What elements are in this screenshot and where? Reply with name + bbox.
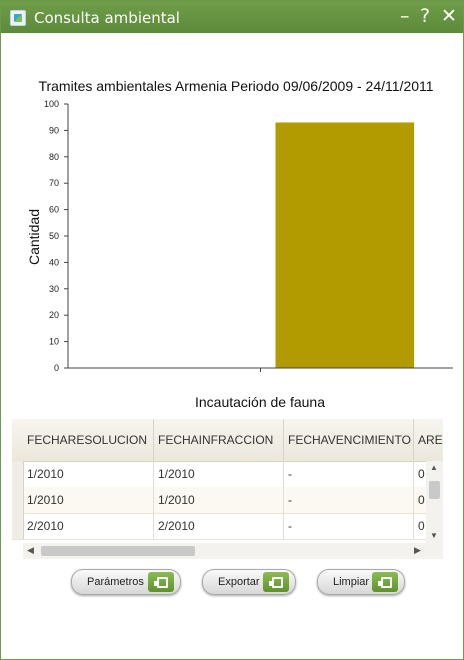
y-tick-label: 60 (49, 205, 59, 215)
column-header-fecharesolucion[interactable]: FECHARESOLUCION (23, 419, 154, 461)
table-row[interactable]: 2/2010 2/2010 - 0 (12, 513, 443, 540)
scroll-up-arrow-icon[interactable]: ▲ (430, 463, 438, 472)
app-icon (10, 10, 26, 26)
y-tick-label: 40 (49, 257, 59, 267)
cell-fechainfraccion: 1/2010 (154, 461, 284, 487)
column-header-fechainfraccion[interactable]: FECHAINFRACCION (154, 419, 284, 461)
vertical-scrollbar[interactable]: ▲ ▼ (426, 461, 443, 543)
y-tick-label: 50 (49, 231, 59, 241)
window-title: Consulta ambiental (34, 9, 180, 27)
cell-are: 0 (418, 519, 425, 533)
popout-icon (263, 572, 289, 592)
y-tick-label: 30 (49, 284, 59, 294)
scroll-down-arrow-icon[interactable]: ▼ (430, 531, 438, 540)
vertical-scroll-thumb[interactable] (429, 481, 440, 499)
y-axis-ticks: 0 10 20 30 40 50 60 70 80 90 100 (44, 99, 68, 373)
popout-icon (372, 572, 398, 592)
row-selector[interactable] (12, 461, 24, 487)
bar-series (275, 122, 415, 368)
row-selector[interactable] (12, 513, 24, 539)
y-tick-label: 20 (49, 310, 59, 320)
x-axis-categories: Incautación de fauna (195, 368, 325, 410)
table-row[interactable]: 1/2010 1/2010 - 0 (12, 487, 443, 514)
exportar-button[interactable]: Exportar (202, 569, 296, 595)
y-tick-label: 0 (54, 363, 59, 373)
y-tick-label: 10 (49, 337, 59, 347)
cell-fechavencimiento: - (284, 487, 414, 513)
parametros-button-label: Parámetros (87, 576, 144, 588)
x-category-label: Incautación de fauna (195, 394, 325, 410)
close-button[interactable]: ✕ (441, 5, 457, 27)
limpiar-button-label: Limpiar (333, 576, 370, 588)
cell-fechainfraccion: 1/2010 (154, 487, 284, 513)
y-tick-label: 90 (49, 125, 59, 135)
cell-fechavencimiento: - (284, 461, 414, 487)
table-row[interactable]: 1/2010 1/2010 - 0 (12, 461, 443, 488)
help-button[interactable]: ? (420, 5, 431, 27)
scroll-left-arrow-icon[interactable]: ◀ (27, 545, 34, 555)
row-selector[interactable] (12, 487, 24, 513)
results-grid: FECHARESOLUCION FECHAINFRACCION FECHAVEN… (12, 419, 443, 559)
y-tick-label: 100 (44, 99, 59, 109)
parametros-button[interactable]: Parámetros (71, 569, 181, 595)
column-header-fechavencimiento[interactable]: FECHAVENCIMIENTO (284, 419, 414, 461)
cell-fechavencimiento: - (284, 513, 414, 539)
cell-fecharesolucion: 1/2010 (23, 487, 154, 513)
bar-0 (275, 122, 415, 368)
bar-chart: Tramites ambientales Armenia Periodo 09/… (26, 78, 453, 410)
cell-fecharesolucion: 2/2010 (23, 513, 154, 539)
column-header-are[interactable]: ARE (418, 433, 443, 447)
y-tick-label: 70 (49, 178, 59, 188)
scroll-corner (426, 543, 443, 559)
horizontal-scrollbar[interactable]: ◀ ▶ (23, 543, 426, 559)
cell-fecharesolucion: 1/2010 (23, 461, 154, 487)
y-tick-label: 80 (49, 152, 59, 162)
scroll-right-arrow-icon[interactable]: ▶ (414, 545, 421, 555)
popout-icon (148, 572, 174, 592)
exportar-button-label: Exportar (218, 576, 260, 588)
cell-are: 0 (418, 493, 425, 507)
minimize-button[interactable]: – (400, 5, 410, 27)
limpiar-button[interactable]: Limpiar (317, 569, 405, 595)
cell-fechainfraccion: 2/2010 (154, 513, 284, 539)
cell-are: 0 (418, 467, 425, 481)
chart-title: Tramites ambientales Armenia Periodo 09/… (38, 78, 433, 94)
chart-y-axis-label: Cantidad (26, 209, 42, 265)
grid-header: FECHARESOLUCION FECHAINFRACCION FECHAVEN… (12, 419, 443, 462)
horizontal-scroll-thumb[interactable] (41, 546, 195, 556)
title-bar[interactable]: Consulta ambiental – ? ✕ (1, 1, 463, 33)
